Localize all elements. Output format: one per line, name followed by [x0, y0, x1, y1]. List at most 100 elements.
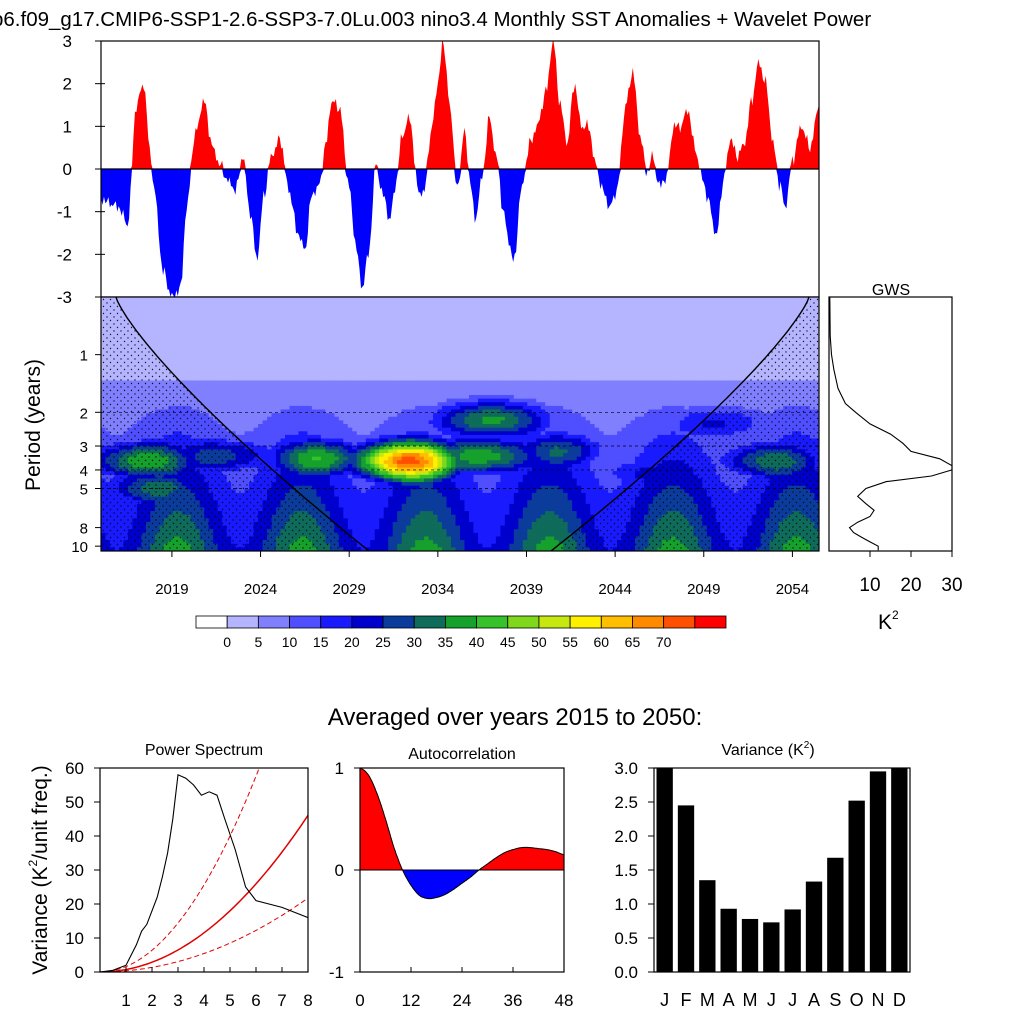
wavelet-cell [379, 424, 385, 429]
wavelet-cell [226, 420, 232, 425]
wavelet-cell [347, 362, 353, 367]
wavelet-cell [195, 376, 201, 382]
wavelet-cell [302, 456, 309, 461]
wavelet-cell [159, 355, 165, 360]
wavelet-cell [397, 409, 403, 414]
wavelet-cell [383, 365, 389, 371]
wavelet-cell [222, 358, 228, 363]
wavelet-cell [325, 474, 331, 480]
wavelet-cell [347, 467, 353, 472]
wavelet-cell [267, 365, 273, 371]
wavelet-cell [298, 420, 304, 425]
wavelet-cell [343, 413, 349, 418]
wavelet-cell [374, 503, 380, 509]
wavelet-cell [307, 449, 313, 454]
wavelet-cell [307, 485, 313, 490]
wavelet-cell [383, 521, 389, 527]
wavelet-cell [159, 307, 165, 313]
wavelet-cell [338, 311, 344, 316]
wavelet-cell [338, 434, 344, 440]
wavelet-cell [343, 402, 349, 407]
wavelet-cell [347, 529, 353, 534]
wavelet-cell [343, 463, 349, 469]
wavelet-cell [222, 326, 228, 331]
wavelet-cell [352, 442, 358, 447]
wavelet-cell [352, 307, 358, 313]
wavelet-cell [392, 460, 398, 465]
wavelet-cell [154, 344, 160, 349]
wavelet-cell [361, 463, 367, 469]
wavelet-cell [190, 365, 196, 371]
wavelet-cell [168, 362, 174, 367]
wavelet-cell [365, 340, 371, 345]
wavelet-cell [276, 340, 282, 345]
wavelet-cell [338, 344, 344, 349]
wavelet-cell [222, 409, 228, 414]
wavelet-cell [316, 318, 322, 323]
wavelet-cell [329, 394, 335, 400]
wavelet-cell [311, 449, 317, 454]
wavelet-cell [329, 340, 335, 345]
wavelet-cell [379, 358, 385, 363]
wavelet-cell [356, 485, 362, 490]
wavelet-cell [397, 474, 403, 480]
wavelet-cell [132, 304, 138, 309]
wavelet-cell [370, 416, 376, 421]
wavelet-cell [374, 347, 380, 353]
wavelet-cell [388, 540, 394, 545]
wavelet-cell [334, 474, 340, 480]
wavelet-cell [253, 445, 259, 450]
wavelet-cell [226, 297, 232, 302]
wavelet-cell [204, 384, 210, 389]
wavelet-cell [320, 391, 326, 396]
wavelet-cell [379, 547, 385, 551]
wavelet-cell [172, 300, 178, 305]
wavelet-cell [307, 322, 313, 327]
wavelet-cell [150, 329, 156, 334]
wavelet-cell [361, 445, 367, 450]
wavelet-cell [293, 420, 300, 425]
wavelet-cell [244, 297, 250, 302]
wavelet-cell [293, 467, 300, 472]
wavelet-cell [271, 394, 277, 400]
wavelet-cell [325, 333, 331, 338]
wavelet-cell [271, 326, 277, 331]
wavelet-cell [365, 365, 371, 371]
wavelet-cell [379, 536, 385, 541]
wavelet-cell [320, 307, 326, 313]
wavelet-cell [136, 322, 142, 327]
wavelet-cell [343, 380, 349, 385]
wavelet-cell [365, 326, 371, 331]
wavelet-cell [302, 358, 309, 363]
wavelet-cell [127, 300, 134, 305]
wavelet-cell [262, 416, 268, 421]
wavelet-cell [329, 409, 335, 414]
wavelet-cell [406, 362, 412, 367]
wavelet-cell [181, 322, 187, 327]
wavelet-cell [406, 503, 412, 509]
wavelet-cell [383, 373, 389, 378]
wavelet-cell [271, 384, 277, 389]
wavelet-cell [334, 507, 340, 512]
wavelet-cell [289, 358, 295, 363]
wavelet-cell [253, 373, 259, 378]
wavelet-cell [374, 507, 380, 512]
wavelet-cell [392, 416, 398, 421]
wavelet-cell [208, 376, 214, 382]
wavelet-cell [410, 384, 416, 389]
wavelet-cell [370, 311, 376, 316]
wavelet-cell [383, 420, 389, 425]
wavelet-cell [392, 326, 398, 331]
wavelet-cell [204, 347, 210, 353]
wavelet-cell [159, 326, 165, 331]
wavelet-cell [316, 376, 322, 382]
wavelet-cell [356, 351, 362, 356]
wavelet-cell [374, 521, 380, 527]
wavelet-cell [293, 362, 300, 367]
wavelet-cell [302, 416, 309, 421]
wavelet-cell [172, 329, 178, 334]
wavelet-cell [307, 355, 313, 360]
wavelet-cell [338, 326, 344, 331]
wavelet-cell [136, 304, 142, 309]
wavelet-cell [222, 391, 228, 396]
